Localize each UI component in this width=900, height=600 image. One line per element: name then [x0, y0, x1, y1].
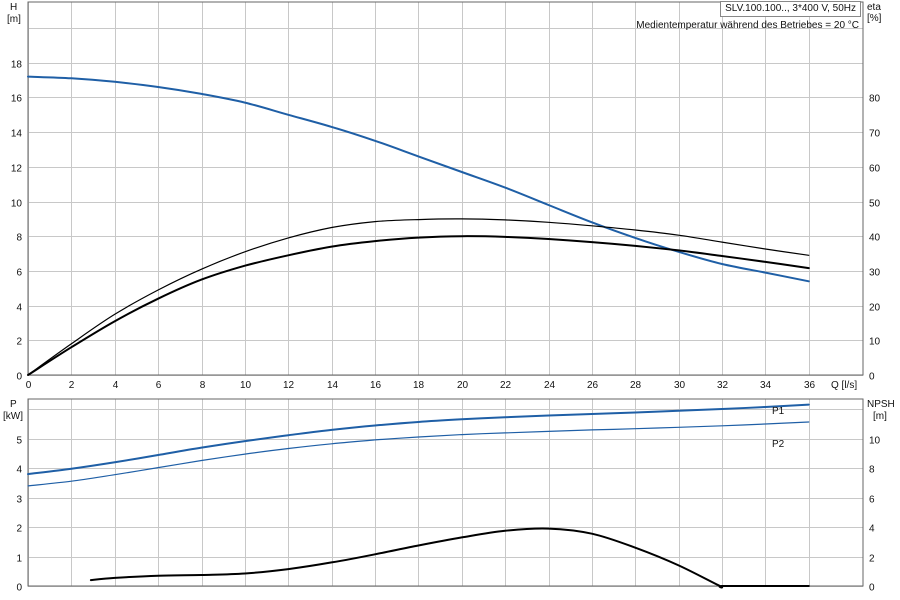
x-tick-label: 16 [370, 380, 382, 391]
eta-axis-unit: [%] [867, 13, 882, 24]
top-series-1-curve [27, 218, 810, 376]
npsh-axis-label: NPSH [867, 399, 895, 410]
left-y-tick-label: 1 [16, 554, 22, 565]
bottom-panel-grid [28, 399, 863, 587]
x-tick-label: 20 [457, 380, 469, 391]
x-tick-label: 14 [327, 380, 339, 391]
x-tick-label: 22 [500, 380, 512, 391]
right-y-tick-label: 6 [869, 495, 875, 506]
left-y-tick-label: 4 [16, 465, 22, 476]
left-y-tick-label: 6 [16, 268, 22, 279]
x-tick-label: 34 [760, 380, 772, 391]
right-y-tick-label: 0 [869, 583, 875, 594]
right-y-tick-label: 30 [869, 268, 881, 279]
model-info-box: SLV.100.100.., 3*400 V, 50Hz [720, 1, 861, 17]
left-y-tick-label: 8 [16, 233, 22, 244]
left-y-tick-label: 12 [11, 164, 23, 175]
left-y-tick-label: 14 [11, 129, 23, 140]
x-tick-label: 30 [674, 380, 686, 391]
right-y-tick-label: 10 [869, 337, 881, 348]
x-tick-label: 18 [413, 380, 425, 391]
top-panel-ticks: 0 2 4 6 8 10 12 14 16 18 20 22 24 26 28 30 32 34 360246810… [11, 60, 881, 392]
x-tick-label: 10 [240, 380, 252, 391]
right-y-tick-label: 8 [869, 465, 875, 476]
x-tick-label: 8 [200, 380, 206, 391]
x-tick-label: 32 [717, 380, 729, 391]
bottom-panel-frame [27, 398, 864, 587]
left-y-tick-label: 5 [16, 436, 22, 447]
npsh-axis-unit: [m] [873, 411, 887, 422]
right-y-tick-label: 60 [869, 164, 881, 175]
left-y-tick-label: 2 [16, 337, 22, 348]
x-tick-label: 4 [113, 380, 119, 391]
right-y-tick-label: 70 [869, 129, 881, 140]
p2-curve [27, 421, 810, 487]
right-y-tick-label: 4 [869, 524, 875, 535]
right-y-tick-label: 80 [869, 94, 881, 105]
medium-temperature-note: Medientemperatur während des Betriebes =… [636, 20, 859, 31]
left-y-tick-label: 3 [16, 495, 22, 506]
h-axis-label: H [10, 2, 17, 13]
p1-series-label: P1 [772, 406, 785, 417]
eta-axis-label: eta [867, 2, 881, 13]
right-y-tick-label: 40 [869, 233, 881, 244]
bottom-panel-ticks: 0 1 2 3 4 5 0 2 4 6 8 10 [16, 436, 880, 594]
x-tick-label: 12 [283, 380, 295, 391]
x-tick-label: 24 [544, 380, 556, 391]
right-y-tick-label: 0 [869, 372, 875, 383]
q-axis-label: Q [l/s] [831, 380, 857, 391]
top-series-0-curve [27, 75, 810, 283]
right-y-tick-label: 10 [869, 436, 881, 447]
x-tick-label: 36 [804, 380, 816, 391]
p-axis-unit: [kW] [3, 411, 23, 422]
x-tick-label: 0 [26, 380, 32, 391]
right-y-tick-label: 2 [869, 554, 875, 565]
right-y-tick-label: 50 [869, 199, 881, 210]
x-tick-label: 28 [630, 380, 642, 391]
p1-curve [27, 403, 810, 476]
x-tick-label: 2 [69, 380, 75, 391]
h-axis-unit: [m] [7, 14, 21, 25]
right-y-tick-label: 20 [869, 303, 881, 314]
x-tick-label: 26 [587, 380, 599, 391]
series-layer [27, 75, 810, 589]
top-panel-frame [27, 1, 864, 376]
top-panel-grid [28, 2, 863, 376]
left-y-tick-label: 0 [16, 583, 22, 594]
left-y-tick-label: 16 [11, 94, 23, 105]
left-y-tick-label: 0 [16, 372, 22, 383]
x-tick-label: 6 [156, 380, 162, 391]
p2-series-label: P2 [772, 439, 785, 450]
left-y-tick-label: 2 [16, 524, 22, 535]
left-y-tick-label: 10 [11, 199, 23, 210]
left-y-tick-label: 18 [11, 60, 23, 71]
p-axis-label: P [10, 399, 17, 410]
left-y-tick-label: 4 [16, 303, 22, 314]
top-series-2-curve [27, 235, 810, 376]
bottom-series-2-curve [89, 527, 810, 589]
